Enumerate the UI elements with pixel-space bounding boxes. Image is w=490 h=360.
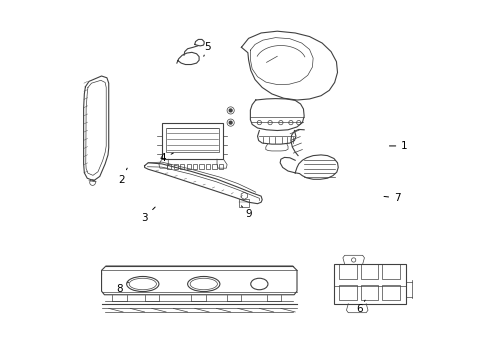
Bar bbox=[206, 164, 210, 168]
Bar bbox=[162, 123, 223, 159]
Bar bbox=[187, 164, 191, 168]
Bar bbox=[219, 164, 223, 168]
Circle shape bbox=[229, 109, 232, 112]
Bar bbox=[339, 264, 357, 279]
Bar bbox=[199, 164, 204, 168]
Text: 4: 4 bbox=[159, 153, 173, 163]
Bar bbox=[180, 164, 184, 168]
Bar bbox=[166, 128, 219, 152]
Text: 3: 3 bbox=[141, 207, 155, 222]
Bar bbox=[334, 264, 406, 304]
Bar bbox=[239, 199, 249, 207]
Text: 5: 5 bbox=[204, 42, 211, 56]
Text: 8: 8 bbox=[116, 282, 128, 294]
Text: 9: 9 bbox=[242, 206, 252, 219]
Text: 2: 2 bbox=[118, 168, 127, 185]
Circle shape bbox=[229, 121, 232, 124]
Text: 6: 6 bbox=[356, 300, 365, 314]
Text: 1: 1 bbox=[390, 141, 408, 151]
Bar bbox=[212, 164, 217, 168]
Bar bbox=[382, 285, 399, 300]
Bar bbox=[361, 264, 378, 279]
Bar bbox=[382, 264, 399, 279]
Bar bbox=[173, 164, 178, 168]
Bar bbox=[193, 164, 197, 168]
Bar bbox=[167, 164, 171, 168]
Bar bbox=[339, 285, 357, 300]
Bar bbox=[361, 285, 378, 300]
Text: 7: 7 bbox=[384, 193, 401, 203]
